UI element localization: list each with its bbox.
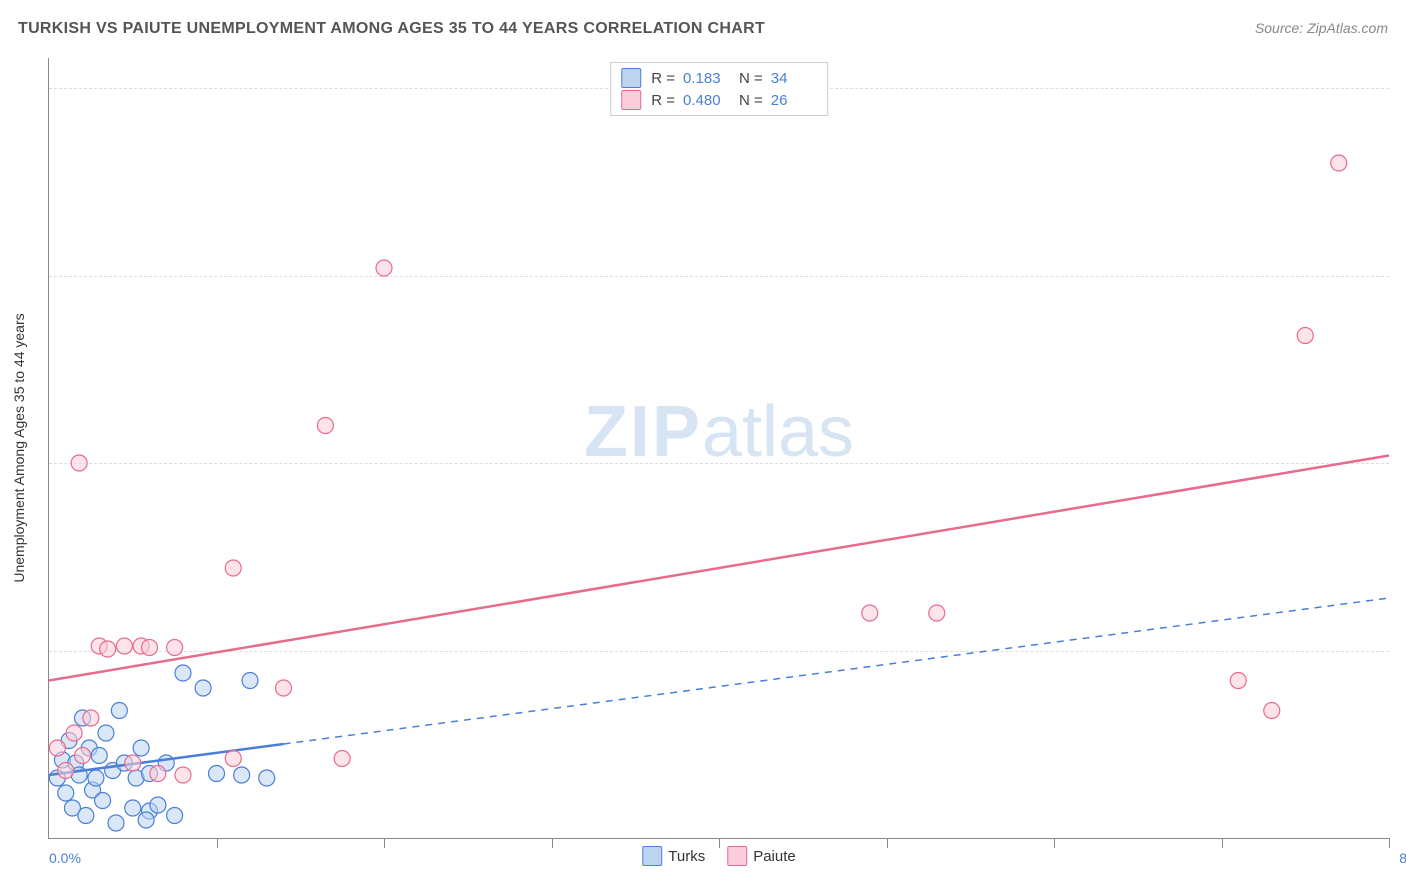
scatter-point bbox=[91, 748, 107, 764]
scatter-point bbox=[150, 766, 166, 782]
scatter-point bbox=[1230, 673, 1246, 689]
legend-stat-row: R = 0.480 N = 26 bbox=[621, 89, 817, 111]
legend-stats: R = 0.183 N = 34 R = 0.480 N = 26 bbox=[610, 62, 828, 116]
scatter-point bbox=[1264, 703, 1280, 719]
scatter-point bbox=[83, 710, 99, 726]
scatter-point bbox=[111, 703, 127, 719]
scatter-point bbox=[234, 767, 250, 783]
scatter-point bbox=[75, 748, 91, 764]
legend-label: Turks bbox=[668, 848, 705, 865]
scatter-point bbox=[929, 605, 945, 621]
y-axis-label: Unemployment Among Ages 35 to 44 years bbox=[11, 313, 27, 582]
scatter-point bbox=[58, 785, 74, 801]
x-tick bbox=[217, 838, 218, 848]
stat-n-label: N = bbox=[739, 92, 763, 109]
legend-label: Paiute bbox=[753, 848, 796, 865]
stat-n-value: 34 bbox=[771, 70, 817, 87]
scatter-point bbox=[1297, 328, 1313, 344]
y-tick-label: 37.5% bbox=[1394, 268, 1406, 284]
scatter-point bbox=[133, 740, 149, 756]
scatter-point bbox=[108, 815, 124, 831]
x-tick bbox=[384, 838, 385, 848]
legend-item: Turks bbox=[642, 846, 705, 866]
trend-line-dashed bbox=[284, 598, 1390, 744]
scatter-point bbox=[150, 797, 166, 813]
scatter-point bbox=[116, 638, 132, 654]
source-prefix: Source: bbox=[1255, 20, 1303, 36]
source-name: ZipAtlas.com bbox=[1307, 20, 1388, 36]
scatter-point bbox=[78, 808, 94, 824]
scatter-point bbox=[71, 455, 87, 471]
plot-area: ZIPatlas 12.5%25.0%37.5%50.0% Unemployme… bbox=[48, 58, 1389, 839]
source-label: Source: ZipAtlas.com bbox=[1255, 20, 1388, 36]
stat-r-label: R = bbox=[651, 92, 675, 109]
stat-r-value: 0.480 bbox=[683, 92, 729, 109]
scatter-point bbox=[862, 605, 878, 621]
x-tick bbox=[1389, 838, 1390, 848]
scatter-point bbox=[225, 560, 241, 576]
legend-swatch bbox=[727, 846, 747, 866]
stat-n-label: N = bbox=[739, 70, 763, 87]
y-tick-label: 50.0% bbox=[1394, 80, 1406, 96]
scatter-point bbox=[317, 418, 333, 434]
stat-r-value: 0.183 bbox=[683, 70, 729, 87]
scatter-point bbox=[49, 740, 65, 756]
legend-swatch bbox=[642, 846, 662, 866]
scatter-point bbox=[88, 770, 104, 786]
scatter-point bbox=[167, 640, 183, 656]
legend-swatch bbox=[621, 90, 641, 110]
scatter-point bbox=[1331, 155, 1347, 171]
chart-svg bbox=[49, 58, 1389, 838]
x-tick bbox=[552, 838, 553, 848]
x-tick bbox=[1054, 838, 1055, 848]
legend-swatch bbox=[621, 68, 641, 88]
chart-title: TURKISH VS PAIUTE UNEMPLOYMENT AMONG AGE… bbox=[18, 20, 765, 37]
x-tick bbox=[1222, 838, 1223, 848]
scatter-point bbox=[125, 755, 141, 771]
y-tick-label: 12.5% bbox=[1394, 643, 1406, 659]
legend-item: Paiute bbox=[727, 846, 796, 866]
scatter-point bbox=[100, 641, 116, 657]
scatter-point bbox=[66, 725, 82, 741]
scatter-point bbox=[334, 751, 350, 767]
scatter-point bbox=[58, 763, 74, 779]
scatter-point bbox=[195, 680, 211, 696]
scatter-point bbox=[242, 673, 258, 689]
stat-n-value: 26 bbox=[771, 92, 817, 109]
scatter-point bbox=[95, 793, 111, 809]
scatter-point bbox=[167, 808, 183, 824]
legend-stat-row: R = 0.183 N = 34 bbox=[621, 67, 817, 89]
legend-series: Turks Paiute bbox=[642, 846, 796, 866]
scatter-point bbox=[276, 680, 292, 696]
scatter-point bbox=[142, 640, 158, 656]
x-axis-min-label: 0.0% bbox=[49, 850, 81, 866]
x-tick bbox=[887, 838, 888, 848]
x-axis-max-label: 80.0% bbox=[1399, 850, 1406, 866]
scatter-point bbox=[175, 767, 191, 783]
trend-line bbox=[49, 456, 1389, 681]
scatter-point bbox=[125, 800, 141, 816]
scatter-point bbox=[175, 665, 191, 681]
scatter-point bbox=[209, 766, 225, 782]
scatter-point bbox=[376, 260, 392, 276]
scatter-point bbox=[98, 725, 114, 741]
y-tick-label: 25.0% bbox=[1394, 455, 1406, 471]
stat-r-label: R = bbox=[651, 70, 675, 87]
scatter-point bbox=[259, 770, 275, 786]
scatter-point bbox=[225, 751, 241, 767]
scatter-point bbox=[138, 812, 154, 828]
